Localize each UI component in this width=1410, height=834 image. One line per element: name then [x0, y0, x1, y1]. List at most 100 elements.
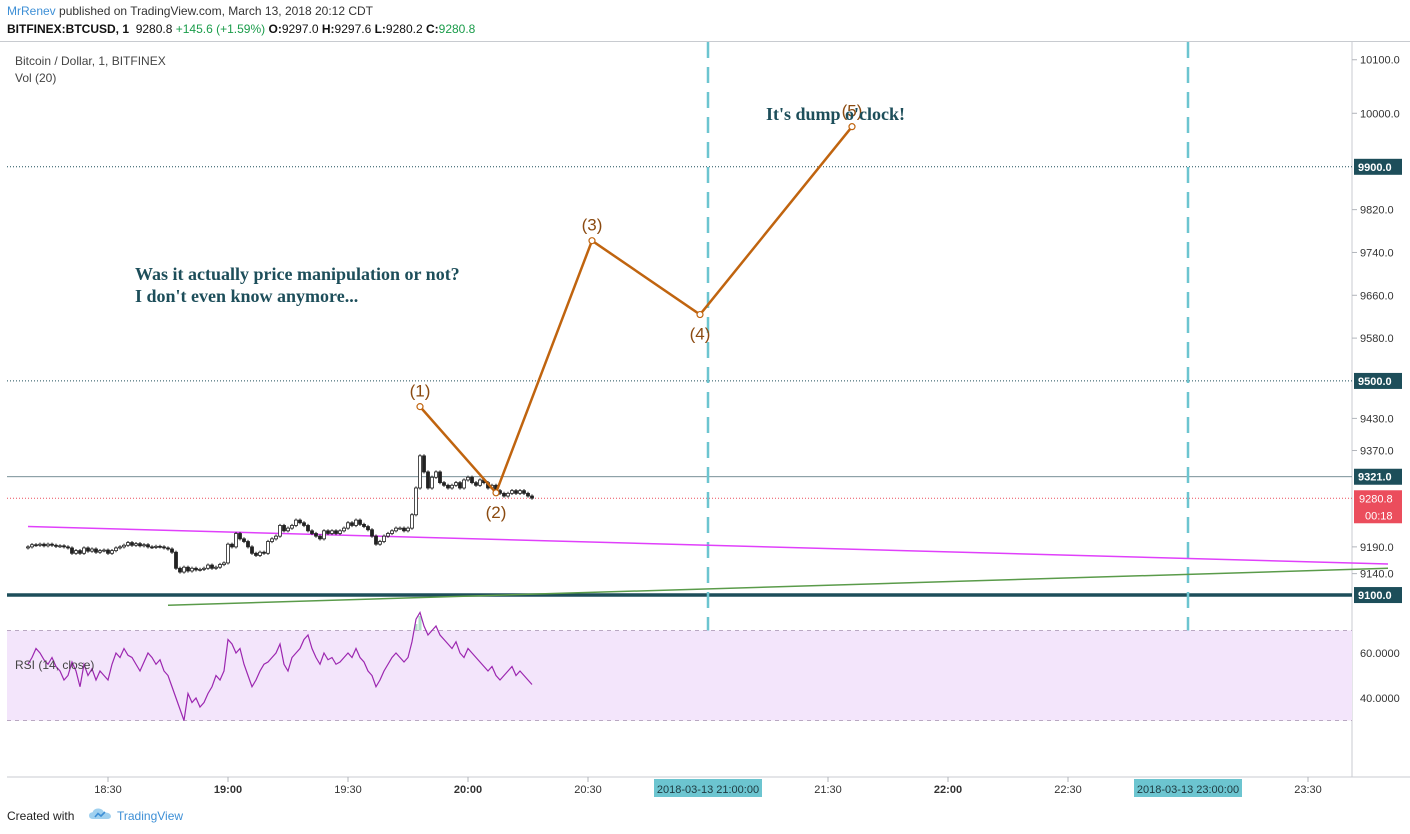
candle-body: [110, 550, 114, 554]
time-marker-label: 2018-03-13 21:00:00: [657, 784, 759, 796]
candle-body: [150, 546, 154, 549]
wave-label: (3): [582, 216, 603, 235]
candle-body: [502, 492, 506, 497]
candle-body: [158, 545, 162, 548]
candle-body: [194, 567, 198, 571]
ohlc-header: BITFINEX:BTCUSD, 1 9280.8 +145.6 (+1.59%…: [7, 22, 475, 36]
candle-body: [382, 535, 386, 542]
candle-body: [446, 484, 450, 489]
candle-body: [346, 522, 350, 529]
candle-body: [90, 548, 94, 552]
l-label: L:: [374, 22, 386, 36]
candle-body: [530, 495, 534, 499]
price-tick-label: 9430.0: [1360, 413, 1394, 425]
price-level-tag: [1354, 587, 1402, 604]
h-label: H:: [321, 22, 335, 36]
candle-body: [518, 490, 522, 494]
h-value: 9297.6: [334, 22, 372, 36]
wave-point[interactable]: [588, 237, 596, 245]
price-tick-label: 9190.0: [1360, 542, 1394, 554]
author-link[interactable]: MrRenev: [7, 4, 56, 18]
candle-body: [50, 543, 54, 546]
wave-point[interactable]: [416, 403, 424, 411]
candle-body: [214, 566, 218, 569]
wave-point[interactable]: [492, 489, 500, 497]
candle-body: [270, 538, 274, 542]
wave-point[interactable]: [696, 310, 704, 319]
candle-body: [306, 525, 310, 532]
candle-body: [126, 542, 130, 546]
candle-body: [526, 492, 530, 497]
candle-body: [38, 543, 42, 546]
candle-body: [26, 546, 30, 549]
candle-body: [250, 546, 254, 554]
candle-body: [474, 482, 478, 486]
candle-body: [46, 543, 50, 547]
candle-body: [274, 535, 278, 540]
price-tick-label: 9580.0: [1360, 333, 1394, 345]
price-level-tag: [1354, 468, 1402, 485]
l-value: 9280.2: [385, 22, 423, 36]
rsi-tick-label: 40.0000: [1360, 693, 1400, 705]
price-level-label: 9100.0: [1358, 590, 1392, 602]
candle-body: [334, 530, 338, 534]
price-level-label: 9900.0: [1358, 162, 1392, 174]
candle-body: [98, 550, 102, 553]
candle-body: [410, 514, 414, 529]
volume-label: Vol (20): [15, 71, 56, 85]
candle-body: [42, 543, 46, 547]
candle-body: [374, 535, 378, 545]
candle-body: [462, 479, 466, 489]
candle-body: [442, 482, 446, 486]
candle-body: [218, 564, 222, 568]
candle-body: [230, 543, 234, 548]
price-change: +145.6 (+1.59%): [175, 22, 266, 36]
candle-body: [398, 527, 402, 530]
rsi-line: [27, 611, 533, 721]
candle-body: [222, 562, 226, 565]
candle-body: [450, 484, 454, 489]
candle-body: [186, 566, 190, 572]
candle-body: [106, 549, 110, 554]
candle-body: [238, 533, 242, 540]
price-level-tag: [1354, 158, 1402, 175]
candle-body: [70, 547, 74, 554]
rsi-band: [7, 630, 1352, 721]
candle-body: [30, 544, 34, 548]
candle-body: [466, 476, 470, 481]
candle-body: [190, 567, 194, 572]
chart-canvas[interactable]: 10100.0 10000.0 9820.0 9740.0 9660.0 9580.0 94…: [0, 42, 1410, 797]
price-tick-label: 10000.0: [1360, 108, 1400, 120]
wave-label: (4): [690, 325, 711, 344]
candle-body: [522, 490, 526, 494]
candle-body: [210, 564, 214, 569]
price-level-label: 9500.0: [1358, 376, 1392, 388]
candle-body: [246, 541, 250, 548]
publish-info: MrRenev published on TradingView.com, Ma…: [7, 4, 373, 18]
candle-body: [414, 487, 418, 516]
candle-body: [58, 545, 62, 548]
candle-body: [74, 550, 78, 554]
wave-point[interactable]: [848, 123, 856, 131]
price-tick-label: 9140.0: [1360, 569, 1394, 581]
candle-body: [54, 544, 58, 547]
time-tick-label: 23:30: [1294, 784, 1322, 796]
candle-body: [406, 527, 410, 532]
last-price: 9280.8: [135, 22, 173, 36]
candle-body: [114, 547, 118, 552]
chart-title: Bitcoin / Dollar, 1, BITFINEX: [15, 54, 166, 68]
candle-body: [254, 552, 258, 556]
countdown-label: 00:18: [1365, 510, 1393, 522]
tradingview-link[interactable]: TradingView: [117, 809, 184, 823]
symbol: BITFINEX:BTCUSD, 1: [7, 22, 130, 36]
candle-body: [242, 538, 246, 542]
annotation-text: I don't even know anymore...: [135, 286, 358, 306]
candle-body: [286, 527, 290, 532]
candle-body: [178, 567, 182, 573]
price-tick-label: 9370.0: [1360, 446, 1394, 458]
price-level-label: 9321.0: [1358, 472, 1392, 484]
candle-body: [354, 519, 358, 526]
created-with-text: Created with: [7, 809, 75, 823]
candle-body: [170, 548, 174, 553]
candle-body: [418, 455, 422, 489]
